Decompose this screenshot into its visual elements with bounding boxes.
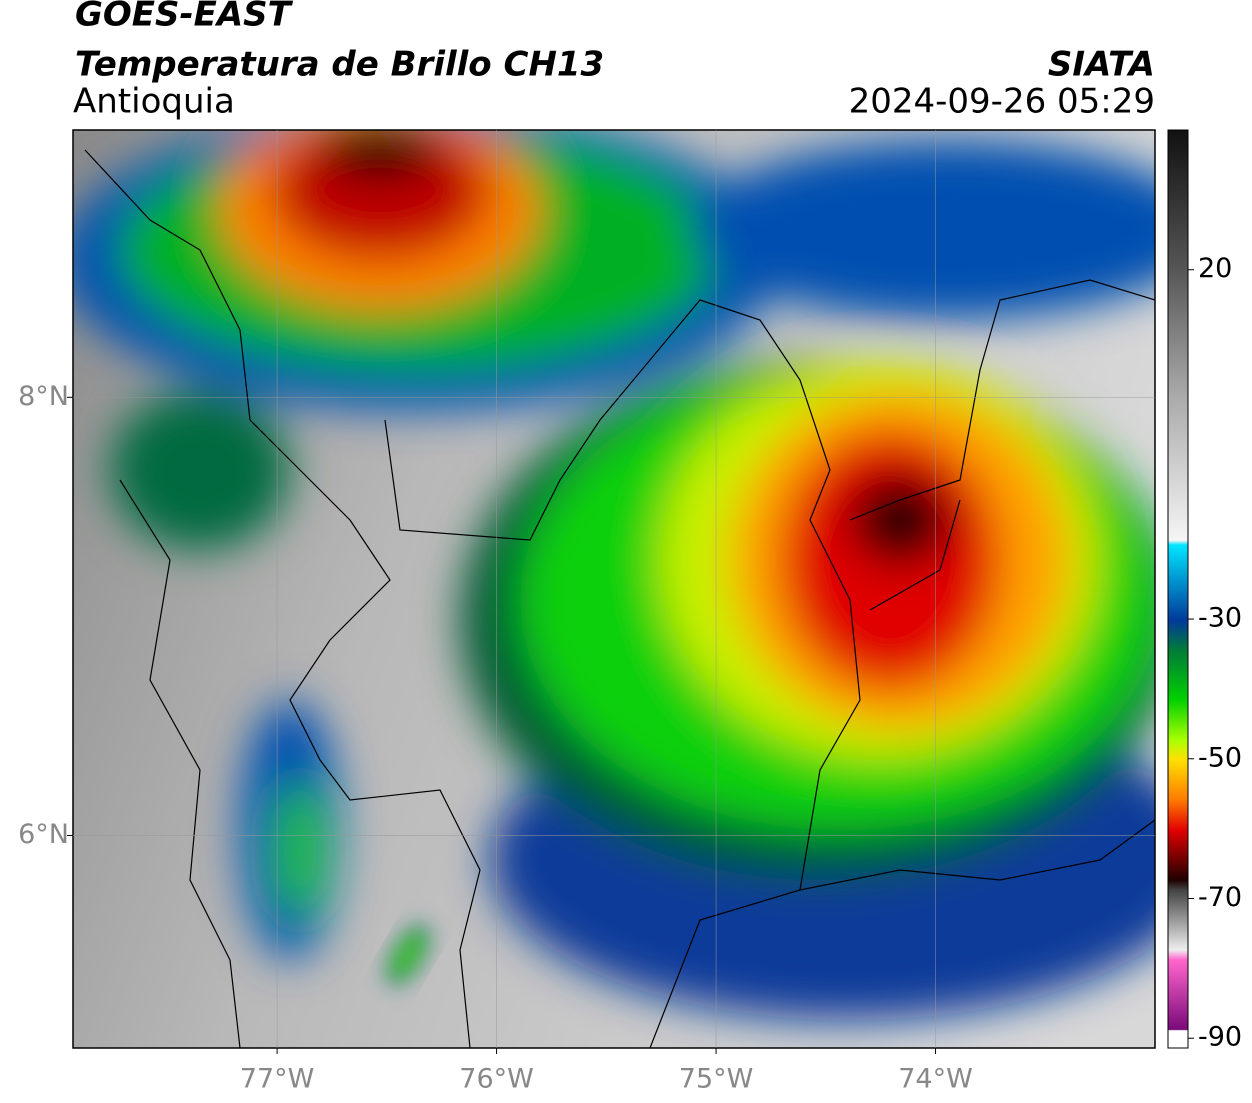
x-tick-label: 74°W (898, 1064, 973, 1095)
colorbar-tick-label: -50 (1198, 742, 1242, 773)
colorbar-tick-label: -70 (1198, 882, 1242, 913)
x-tick-label: 76°W (459, 1064, 534, 1095)
x-tick-label: 75°W (679, 1064, 754, 1095)
satellite-image (73, 130, 1155, 1048)
y-tick-label: 8°N (18, 381, 69, 412)
source: SIATA (1048, 45, 1155, 85)
y-tick-label: 6°N (18, 819, 69, 850)
colorbar-tick-label: -90 (1198, 1022, 1242, 1053)
map-frame (72, 129, 1156, 1049)
timestamp: 2024-09-26 05:29 (849, 82, 1155, 122)
colorbar-tick-label: 20 (1198, 253, 1232, 284)
colorbar-tick-label: -30 (1198, 603, 1242, 634)
colorbar (1167, 129, 1189, 1049)
region: Antioquia (73, 82, 235, 122)
x-tick-label: 77°W (240, 1064, 315, 1095)
satellite-title: GOES-EAST (75, 0, 294, 35)
product-title: Temperatura de Brillo CH13 (75, 45, 604, 85)
